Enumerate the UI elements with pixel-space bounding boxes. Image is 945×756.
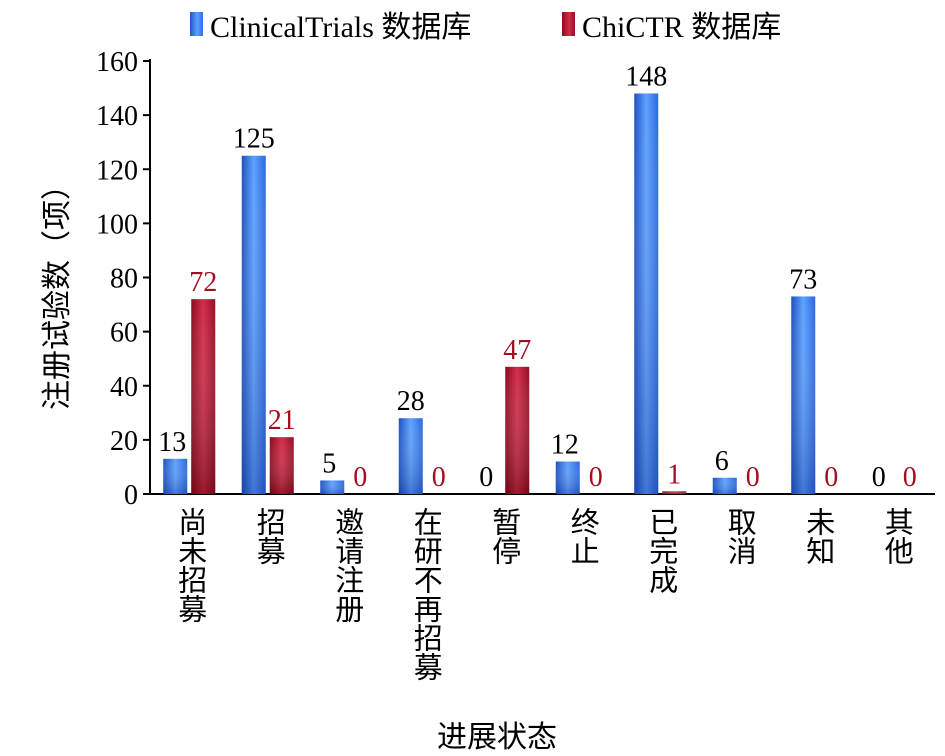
y-tick-label: 160 bbox=[96, 47, 138, 78]
y-tick-label: 80 bbox=[110, 264, 138, 295]
data-label-chictr: 0 bbox=[903, 462, 917, 493]
y-tick-label: 60 bbox=[110, 318, 138, 349]
x-tick-label: 尚未招募 bbox=[173, 507, 206, 623]
x-tick-label: 终止 bbox=[566, 507, 599, 565]
data-label-clinicaltrials: 148 bbox=[625, 61, 667, 92]
y-tick-label: 40 bbox=[110, 372, 138, 403]
y-axis-title: 注册试验数（项） bbox=[41, 170, 74, 410]
bar-chictr-shade bbox=[662, 491, 687, 494]
x-tick-label: 未知 bbox=[801, 507, 834, 565]
bar-clinicaltrials-shade bbox=[241, 155, 266, 494]
data-label-chictr: 0 bbox=[746, 462, 760, 493]
data-label-clinicaltrials: 28 bbox=[397, 386, 425, 417]
bar-clinicaltrials-shade bbox=[163, 458, 188, 494]
bar-clinicaltrials-shade bbox=[398, 418, 423, 494]
bar-chictr-shade bbox=[191, 299, 216, 494]
data-label-clinicaltrials: 6 bbox=[715, 446, 729, 477]
x-tick-label: 已完成 bbox=[644, 507, 677, 594]
y-tick-label: 0 bbox=[124, 480, 138, 511]
data-label-clinicaltrials: 12 bbox=[551, 430, 579, 461]
x-tick-label: 其他 bbox=[880, 507, 913, 565]
data-label-clinicaltrials: 5 bbox=[322, 448, 336, 479]
y-tick-label: 120 bbox=[96, 155, 138, 186]
bar-clinicaltrials-shade bbox=[791, 296, 816, 494]
bar-clinicaltrials-shade bbox=[555, 461, 580, 494]
legend: ClinicalTrials 数据库 ChiCTR 数据库 bbox=[0, 2, 945, 44]
data-label-chictr: 47 bbox=[503, 335, 531, 366]
x-tick-label: 招募 bbox=[252, 507, 285, 565]
y-tick-label: 100 bbox=[96, 209, 138, 240]
x-tick-label: 在研不再招募 bbox=[409, 507, 442, 681]
data-label-chictr: 0 bbox=[589, 462, 603, 493]
data-label-chictr: 0 bbox=[353, 462, 367, 493]
legend-label-chictr: ChiCTR 数据库 bbox=[582, 11, 782, 44]
legend-swatch-blue bbox=[190, 12, 203, 36]
data-label-clinicaltrials: 0 bbox=[479, 462, 493, 493]
x-axis-title: 进展状态 bbox=[437, 721, 557, 754]
data-label-chictr: 21 bbox=[268, 405, 296, 436]
data-label-clinicaltrials: 0 bbox=[872, 462, 886, 493]
y-tick-label: 20 bbox=[110, 426, 138, 457]
bar-chictr-shade bbox=[269, 437, 294, 494]
x-tick-label: 取消 bbox=[723, 507, 756, 565]
data-label-clinicaltrials: 125 bbox=[233, 124, 275, 155]
bars bbox=[163, 93, 816, 494]
legend-label-clinicaltrials: ClinicalTrials 数据库 bbox=[210, 11, 472, 44]
bar-clinicaltrials-shade bbox=[634, 93, 659, 494]
x-tick-label: 邀请注册 bbox=[330, 507, 363, 623]
legend-swatch-red bbox=[562, 12, 575, 36]
y-tick-label: 140 bbox=[96, 101, 138, 132]
bar-clinicaltrials-shade bbox=[712, 477, 737, 494]
legend-item-clinicaltrials: ClinicalTrials 数据库 bbox=[190, 2, 471, 46]
bar-chictr-shade bbox=[505, 366, 530, 494]
data-label-chictr: 0 bbox=[824, 462, 838, 493]
bar-clinicaltrials-shade bbox=[320, 480, 345, 494]
data-label-chictr: 0 bbox=[432, 462, 446, 493]
data-label-chictr: 72 bbox=[189, 267, 217, 298]
data-label-clinicaltrials: 73 bbox=[789, 264, 817, 295]
data-label-chictr: 1 bbox=[667, 459, 681, 490]
legend-item-chictr: ChiCTR 数据库 bbox=[562, 2, 781, 46]
data-label-clinicaltrials: 13 bbox=[158, 427, 186, 458]
x-tick-label: 暂停 bbox=[487, 507, 520, 565]
